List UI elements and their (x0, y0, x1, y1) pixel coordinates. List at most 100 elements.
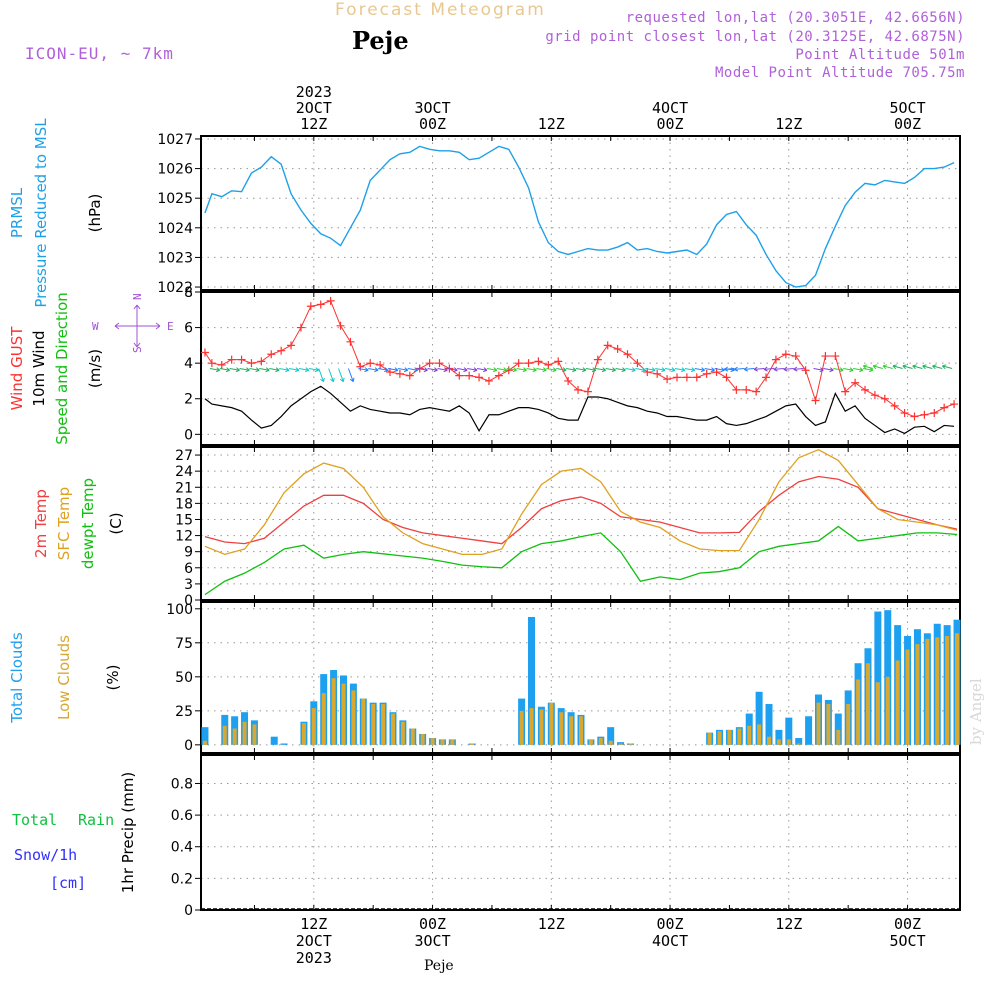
bottom-time-label: 3OCT (414, 932, 450, 950)
wind-direction-arrow (338, 368, 344, 382)
y-tick-label: 15 (175, 512, 193, 528)
axis-label: Speed and Direction (53, 292, 71, 445)
compass-rose (114, 304, 161, 348)
wind-direction-arrowhead (304, 367, 310, 373)
top-time-label: 2023 (296, 83, 332, 101)
low-cloud-bar (955, 633, 960, 745)
y-tick-label: 2 (184, 392, 193, 408)
wind-direction-arrow (863, 365, 874, 369)
gust-marker (940, 403, 949, 412)
low-cloud-bar (727, 729, 732, 745)
total-cloud-bar (280, 743, 288, 745)
wind-direction-arrowhead (661, 367, 666, 373)
wind-direction-arrowhead (671, 367, 676, 373)
wind-direction-arrow (605, 368, 616, 371)
gust-marker (200, 348, 209, 357)
temp-line-sfc (204, 448, 958, 556)
total-cloud-bar (755, 691, 763, 745)
low-cloud-bar (836, 729, 841, 745)
wind-direction-arrowhead (245, 367, 250, 373)
gust-marker (534, 357, 543, 366)
total-cloud-bar (785, 717, 793, 745)
wind-direction-arrowhead (793, 366, 798, 372)
wind-direction-arrow (684, 368, 695, 371)
temp-line-dewpt (204, 525, 958, 596)
pressure-line (204, 145, 955, 288)
wind-direction-arrow (763, 368, 775, 370)
total-cloud-bar (528, 616, 536, 745)
y-tick-label: 50 (175, 670, 193, 686)
wind-direction-arrowhead (265, 367, 270, 373)
wind-direction-arrow (566, 368, 577, 371)
gust-marker (762, 373, 771, 382)
gust-marker (771, 355, 780, 364)
wind-direction-arrowhead (621, 367, 626, 373)
wind-direction-arrow (387, 368, 398, 371)
y-tick-label: 9 (184, 545, 193, 561)
bottom-time-label: 5OCT (889, 932, 925, 950)
wind-direction-arrow (595, 368, 606, 371)
top-time-label: 00Z (894, 115, 921, 133)
low-cloud-bar (519, 710, 524, 745)
wind-direction-arrow (526, 368, 537, 371)
wind-direction-arrowhead (690, 367, 696, 373)
low-cloud-bar (301, 723, 306, 745)
gust-marker (880, 394, 889, 403)
gust-marker (930, 408, 939, 417)
low-cloud-bar (539, 709, 544, 745)
total-cloud-bar (607, 727, 615, 745)
wind-direction-arrowhead (710, 367, 715, 373)
gust-marker (475, 373, 484, 382)
wind-direction-arrowhead (492, 367, 498, 373)
gust-marker (613, 344, 622, 353)
bottom-time-label: 2023 (296, 949, 332, 967)
requested-coords: requested lon,lat (20.3051E, 42.6656N) (625, 10, 965, 26)
wind-direction-arrow (298, 368, 309, 371)
wind-direction-arrowhead (922, 364, 927, 370)
wind-direction-arrow (288, 368, 300, 371)
gust-marker (781, 350, 790, 359)
y-tick-label: 27 (175, 448, 193, 464)
panel-frame (200, 135, 961, 291)
wind-direction-arrow (674, 368, 685, 371)
low-cloud-bar (598, 738, 603, 745)
gust-marker (514, 359, 523, 368)
low-cloud-bar (915, 644, 920, 745)
axis-label: SFC Temp (55, 487, 73, 560)
wind-direction-arrowhead (783, 366, 788, 372)
wind-direction-arrowhead (463, 367, 468, 373)
top-time-label: 5OCT (889, 99, 925, 117)
top-time-label: 00Z (419, 115, 446, 133)
low-cloud-bar (529, 708, 534, 745)
y-tick-label: 1025 (157, 191, 193, 207)
wind-direction-arrowhead (611, 367, 616, 373)
total-cloud-bar (775, 729, 783, 745)
gust-marker (831, 352, 840, 361)
gust-marker (494, 371, 503, 380)
gust-marker (227, 355, 236, 364)
y-tick-label: 0 (184, 903, 193, 919)
low-cloud-bar (361, 698, 366, 745)
low-cloud-bar (786, 739, 791, 745)
compass-w: W (92, 320, 99, 333)
low-cloud-bar (202, 740, 207, 745)
wind-direction-arrow (694, 368, 705, 371)
gust-marker (247, 359, 256, 368)
wind-direction-arrow (447, 368, 458, 371)
wind-direction-arrowhead (763, 366, 768, 372)
gust-marker (752, 387, 761, 396)
gust-marker (455, 371, 464, 380)
low-cloud-bar (450, 739, 455, 745)
wind-direction-arrow (922, 365, 933, 369)
wind-direction-arrow (269, 368, 280, 371)
low-cloud-bar (717, 731, 722, 745)
bottom-time-label: 12Z (300, 915, 327, 933)
wind-direction-arrowhead (453, 367, 458, 373)
wind-direction-arrow (259, 368, 270, 371)
low-cloud-bar (846, 704, 851, 745)
watermark: by Angel (967, 678, 985, 745)
top-time-label: 12Z (775, 115, 802, 133)
gust-marker (890, 401, 899, 410)
wind-direction-arrowhead (724, 366, 729, 372)
wind-direction-arrowhead (753, 366, 758, 372)
